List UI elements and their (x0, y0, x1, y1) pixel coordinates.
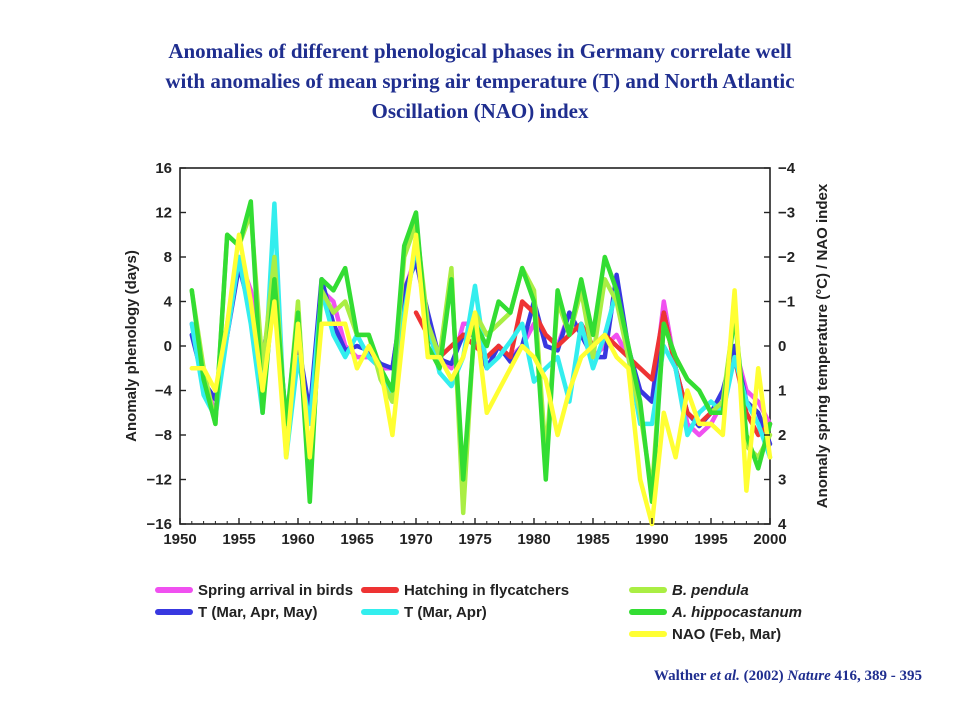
x-tick-label: 1970 (399, 531, 432, 548)
legend-label: T (Mar, Apr, May) (198, 604, 317, 621)
citation-year: (2002) (739, 668, 788, 684)
series-line-nao-feb-mar (189, 232, 773, 527)
slide-title: Anomalies of different phenological phas… (80, 36, 880, 126)
legend-label: B. pendula (672, 582, 749, 599)
y-right-axis-title: Anomaly spring temperature (°C) / NAO in… (814, 183, 831, 508)
y-right-tick-label: 0 (778, 338, 786, 355)
legend-label: NAO (Feb, Mar) (672, 626, 781, 643)
y-right-tick-label: 3 (778, 472, 786, 489)
y-right-tick-label: 1 (778, 383, 786, 400)
legend: Spring arrival in birds Hatching in flyca… (155, 582, 802, 643)
series-layer (189, 199, 773, 527)
y-right-tick-label: −3 (778, 205, 795, 222)
citation-etal: et al. (709, 668, 740, 684)
y-left-tick-label: 4 (164, 294, 173, 311)
y-right-tick-label: 4 (778, 516, 787, 533)
slide-title-line-2: with anomalies of mean spring air temper… (165, 69, 795, 93)
legend-label: A. hippocastanum (671, 604, 802, 621)
y-left-tick-label: 8 (164, 249, 172, 266)
x-tick-label: 1975 (458, 531, 491, 548)
slide-title-line-3: Oscillation (NAO) index (371, 99, 589, 123)
y-right-tick-label: −2 (778, 249, 795, 266)
y-left-axis-title: Anomaly phenology (days) (123, 250, 140, 442)
legend-label: Spring arrival in birds (198, 582, 353, 599)
y-left-tick-label: 12 (155, 205, 172, 222)
y-left-tick-label: 16 (155, 160, 172, 177)
legend-label: T (Mar, Apr) (404, 604, 487, 621)
y-left-tick-label: 0 (164, 338, 172, 355)
x-tick-label: 1985 (576, 531, 609, 548)
x-tick-label: 1995 (694, 531, 727, 548)
x-tick-label: 1965 (340, 531, 373, 548)
y-right-tick-label: −1 (778, 294, 795, 311)
citation-volume-pages: 416, 389 - 395 (830, 668, 923, 684)
legend-label: Hatching in flycatchers (404, 582, 569, 599)
x-tick-label: 1955 (222, 531, 255, 548)
citation: Walther et al. (2002) Nature 416, 389 - … (654, 668, 922, 685)
series-line-a-hippocastanum (189, 199, 773, 505)
slide-title-line-1: Anomalies of different phenological phas… (168, 39, 792, 63)
y-left-tick-label: −16 (147, 516, 172, 533)
y-right-tick-label: −4 (778, 160, 796, 177)
citation-authors: Walther (653, 668, 710, 684)
y-right-tick-label: 2 (778, 427, 786, 444)
y-left-tick-label: −8 (155, 427, 172, 444)
x-tick-label: 1980 (517, 531, 550, 548)
axis-layer: 1950 1955 1960 1965 1970 1975 1980 1985 1990 1995… (147, 160, 796, 548)
y-left-tick-label: −4 (155, 383, 173, 400)
y-left-tick-label: −12 (147, 472, 172, 489)
x-tick-label: 1990 (635, 531, 668, 548)
x-tick-label: 1950 (163, 531, 196, 548)
x-tick-label: 2000 (753, 531, 786, 548)
x-tick-label: 1960 (281, 531, 314, 548)
citation-journal: Nature (787, 668, 831, 684)
